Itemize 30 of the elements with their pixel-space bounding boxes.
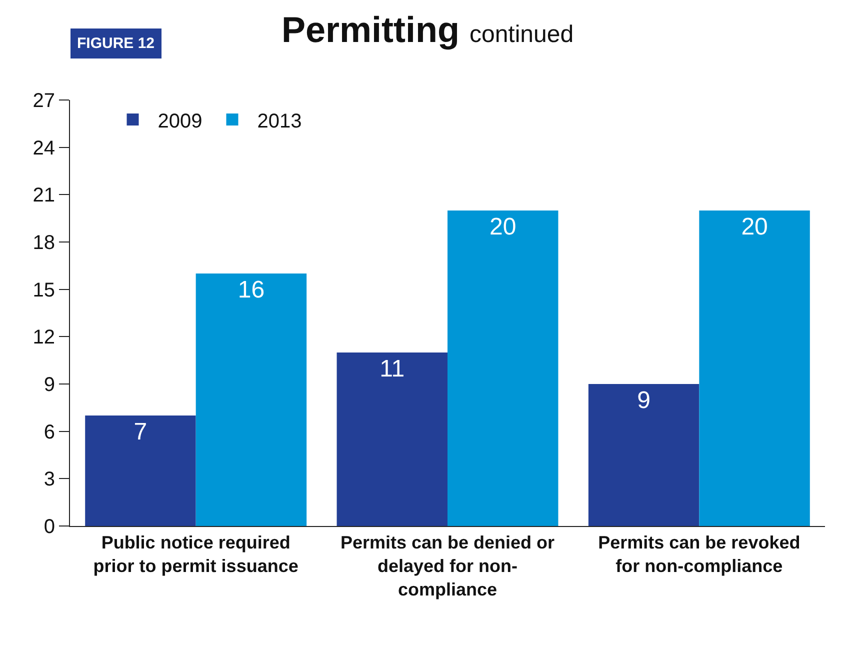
caption: FIGURE 12 [77,35,155,52]
y-tick-label: 3 [44,468,55,491]
legend-label: 2013 [257,110,302,132]
bar [196,274,307,526]
y-tick-label: 6 [44,421,55,444]
data-label: 20 [490,213,516,240]
data-label: 7 [134,418,148,446]
y-tick-label: 18 [32,232,55,254]
bar [336,352,448,526]
bar [448,210,558,526]
bar [85,416,196,526]
y-tick-label: 24 [32,137,55,160]
chart-title: Permitting [281,9,460,50]
y-tick-label: 0 [44,516,55,538]
y-tick-label: 21 [32,184,55,207]
x-tick-label: Permits can be revoked for non-compliance [598,532,800,576]
data-label: 11 [380,355,405,382]
y-tick-label: 12 [32,326,55,349]
x-tick-label: Public notice required prior to permit issuance [93,532,298,576]
bar [588,384,700,526]
data-label: 9 [637,387,650,414]
y-tick-label: 9 [44,374,55,396]
bar [699,210,810,526]
y-tick-label: 15 [32,279,55,302]
y-tick-label: 27 [32,90,55,112]
x-tick-label: Permits can be denied or delayed for non-compliance [340,532,555,600]
legend-label: 2009 [158,110,202,132]
data-label: 16 [238,276,265,304]
chart-subtitle: continued [469,21,574,48]
data-label: 20 [741,213,768,240]
